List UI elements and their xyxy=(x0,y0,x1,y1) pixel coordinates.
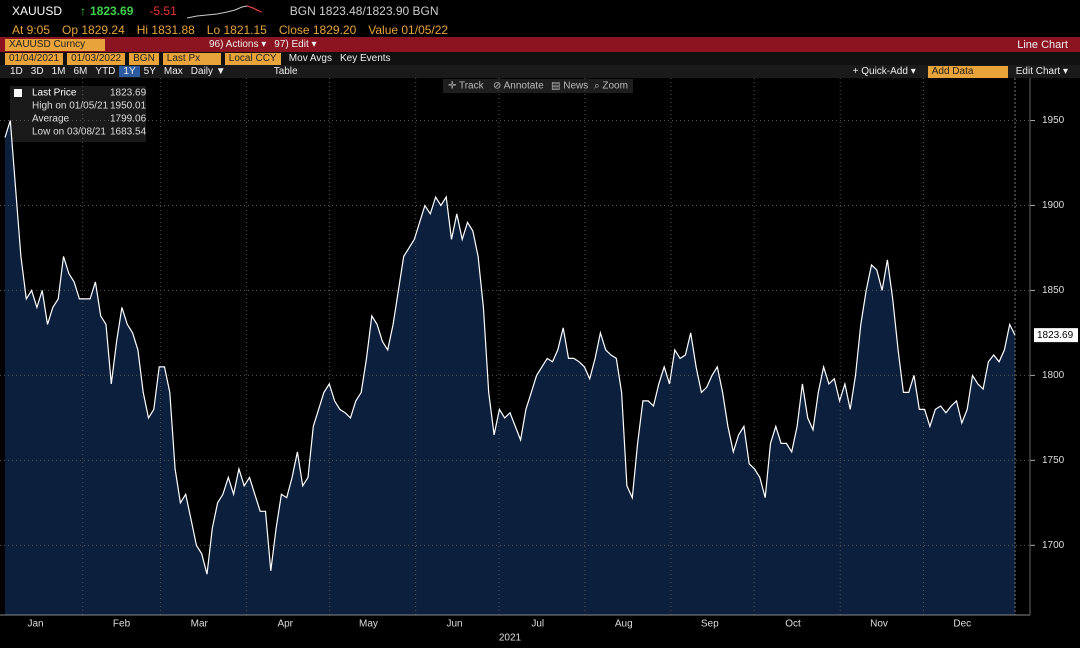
currency[interactable]: Local CCY xyxy=(224,52,281,65)
stat-value: 1683.54 xyxy=(110,127,147,138)
chart-type[interactable]: Line Chart xyxy=(1017,38,1068,51)
period-bar: 1D 3D 1M 6M YTD 1Y 5Y Max Daily ▼ Table + Quick… xyxy=(0,65,1080,78)
source-field[interactable]: BGN xyxy=(129,52,159,65)
field[interactable]: Last Px xyxy=(162,52,221,65)
frequency[interactable]: Daily ▼ xyxy=(190,66,226,77)
last-price-label: 1823.69 xyxy=(1037,330,1074,341)
tool-button: ⌕ Zoom xyxy=(594,81,628,92)
stat-value: 1950.01 xyxy=(110,101,147,112)
detail: Lo 1821.15 xyxy=(206,22,267,37)
period-button[interactable]: 3D xyxy=(30,66,44,77)
x-tick-label: Jul xyxy=(531,619,544,630)
x-tick-label: Sep xyxy=(701,619,719,630)
detail: Value 01/05/22 xyxy=(368,22,449,37)
y-tick-label: 1750 xyxy=(1042,455,1065,466)
x-tick-label: Nov xyxy=(870,619,888,630)
legend-name: Last Price xyxy=(32,88,77,99)
period-button[interactable]: 1Y xyxy=(119,66,140,77)
period-button[interactable]: 6M xyxy=(73,66,88,77)
area xyxy=(5,120,1015,615)
x-tick-label: Oct xyxy=(785,619,801,630)
menu-bar: XAUUSD Curncy 96) Actions ▾ 97) Edit ▾ L… xyxy=(0,37,1080,52)
tool-button: ▤ News xyxy=(551,81,588,92)
change: -5.51 xyxy=(149,4,177,18)
x-tick-label: Jun xyxy=(446,619,462,630)
x-tick-label: Jan xyxy=(27,619,43,630)
y-tick-label: 1900 xyxy=(1042,200,1065,211)
period-button[interactable]: 5Y xyxy=(143,66,156,77)
mov-avgs[interactable]: Mov Avgs xyxy=(288,53,332,64)
start-date[interactable]: 01/04/2021 xyxy=(5,52,64,65)
price: 1823.69 xyxy=(90,4,134,18)
legend-box xyxy=(10,86,146,142)
x-tick-label: Apr xyxy=(277,619,293,630)
last-price-box xyxy=(1034,328,1078,343)
x-tick-label: Mar xyxy=(191,619,209,630)
period-button[interactable]: Max xyxy=(163,66,183,77)
edit-menu[interactable]: 97) Edit ▾ xyxy=(274,39,317,50)
x-tick-label: Dec xyxy=(953,619,971,630)
x-tick-label: May xyxy=(359,619,378,630)
security-field[interactable]: XAUUSD Curncy xyxy=(5,38,105,51)
stat-label: Average xyxy=(32,114,70,125)
x-tick-label: Feb xyxy=(113,619,131,630)
actions-menu[interactable]: 96) Actions ▾ xyxy=(209,39,267,50)
legend-value: 1823.69 xyxy=(110,88,147,99)
x-group-label: 2021 xyxy=(499,633,522,644)
detail: Close 1829.20 xyxy=(278,22,357,37)
table-button[interactable]: Table xyxy=(273,66,298,77)
edit-chart[interactable]: Edit Chart ▾ xyxy=(1015,66,1068,77)
detail: Op 1829.24 xyxy=(62,22,125,37)
stat-label: Low on 03/08/21 xyxy=(32,127,106,138)
ticker: XAUUSD xyxy=(12,4,63,18)
stat-value: 1799.06 xyxy=(110,114,147,125)
arrow: ↑ xyxy=(80,4,87,18)
key-events[interactable]: Key Events xyxy=(339,53,391,64)
sparkline xyxy=(186,5,262,19)
quote: BGN 1823.48/1823.90 BGN xyxy=(289,4,439,18)
detail: Hi 1831.88 xyxy=(136,22,195,37)
settings-bar: 01/04/2021 01/03/2022 BGN Last Px Local … xyxy=(0,52,1080,65)
quick-add[interactable]: + Quick-Add ▾ xyxy=(852,66,916,77)
detail: At 9:05 xyxy=(12,22,51,37)
chart: 1700 1750 1800 1850 1900 1950 Jan Feb Mar Apr May J… xyxy=(0,78,1078,644)
x-tick-label: Aug xyxy=(615,619,633,630)
y-tick-label: 1950 xyxy=(1042,115,1065,126)
y-tick-label: 1850 xyxy=(1042,285,1065,296)
add-data[interactable]: Add Data xyxy=(927,65,1008,78)
period-button[interactable]: YTD xyxy=(95,66,116,77)
tool-bar xyxy=(443,79,633,93)
tool-button: ⊘ Annotate xyxy=(493,81,544,92)
stat-label: High on 01/05/21 xyxy=(32,101,109,112)
y-tick-label: 1800 xyxy=(1042,370,1065,381)
periods: 1D 3D 1M 6M YTD 1Y 5Y Max xyxy=(6,66,187,77)
period-button[interactable]: 1D xyxy=(10,66,23,77)
period-button[interactable]: 1M xyxy=(51,66,66,77)
header-row: XAUUSD ↑ 1823.69 -5.51 BGN 1823.48/1823.… xyxy=(0,0,1080,22)
legend-swatch xyxy=(14,89,22,97)
y-tick-label: 1700 xyxy=(1042,540,1065,551)
end-date[interactable]: 01/03/2022 xyxy=(67,52,126,65)
line xyxy=(4,120,1016,575)
tool-button: ✛ Track xyxy=(448,81,485,92)
details-row: At 9:05 Op 1829.24 Hi 1831.88 Lo 1821.15… xyxy=(0,22,1080,37)
